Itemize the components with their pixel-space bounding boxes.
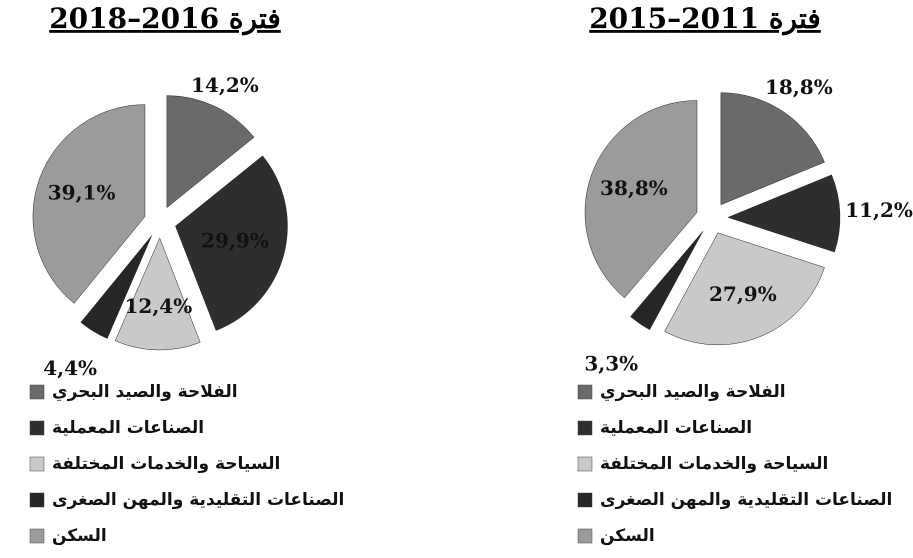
pie-slice [584,100,698,299]
legend-label: السكن [52,526,107,546]
data-label: 14,2% [191,73,259,97]
legend-label: الصناعات المعملية [600,418,752,438]
data-label: 18,8% [765,75,833,99]
data-label: 12,4% [125,294,193,318]
legend-swatch [577,528,593,544]
chart-title: فترة 2011–2015 [589,2,821,36]
legend-swatch [577,384,593,400]
chart-title: فترة 2016–2018 [49,2,281,36]
data-label: 4,4% [43,356,97,380]
legend-label: الفلاحة والصيد البحري [600,382,786,402]
pie-slice [114,237,201,351]
legend-swatch [29,456,45,472]
data-label: 39,1% [48,181,116,205]
legend-label: الصناعات المعملية [52,418,204,438]
data-label: 3,3% [584,352,638,376]
legend-swatch [29,492,45,508]
data-label: 29,9% [201,229,269,253]
legend-swatch [577,456,593,472]
pie-slice [727,174,841,253]
legend-label: الفلاحة والصيد البحري [52,382,238,402]
legend-swatch [29,420,45,436]
legend-label: السياحة والخدمات المختلفة [600,454,828,474]
legend-swatch [577,420,593,436]
pie-slice [175,155,288,331]
pie-slice [630,231,704,331]
pie-slice [32,104,146,304]
data-label: 27,9% [709,282,777,306]
pie-slice [664,232,825,346]
data-label: 11,2% [845,198,913,222]
pie-slice [720,92,825,206]
legend-swatch [29,384,45,400]
data-label: 38,8% [600,176,668,200]
pie-slice [80,235,152,339]
legend-label: السياحة والخدمات المختلفة [52,454,280,474]
legend-label: الصناعات التقليدية والمهن الصغرى [600,490,892,510]
legend-label: السكن [600,526,655,546]
legend-swatch [29,528,45,544]
legend-label: الصناعات التقليدية والمهن الصغرى [52,490,344,510]
pie-slice [166,95,255,209]
legend-swatch [577,492,593,508]
